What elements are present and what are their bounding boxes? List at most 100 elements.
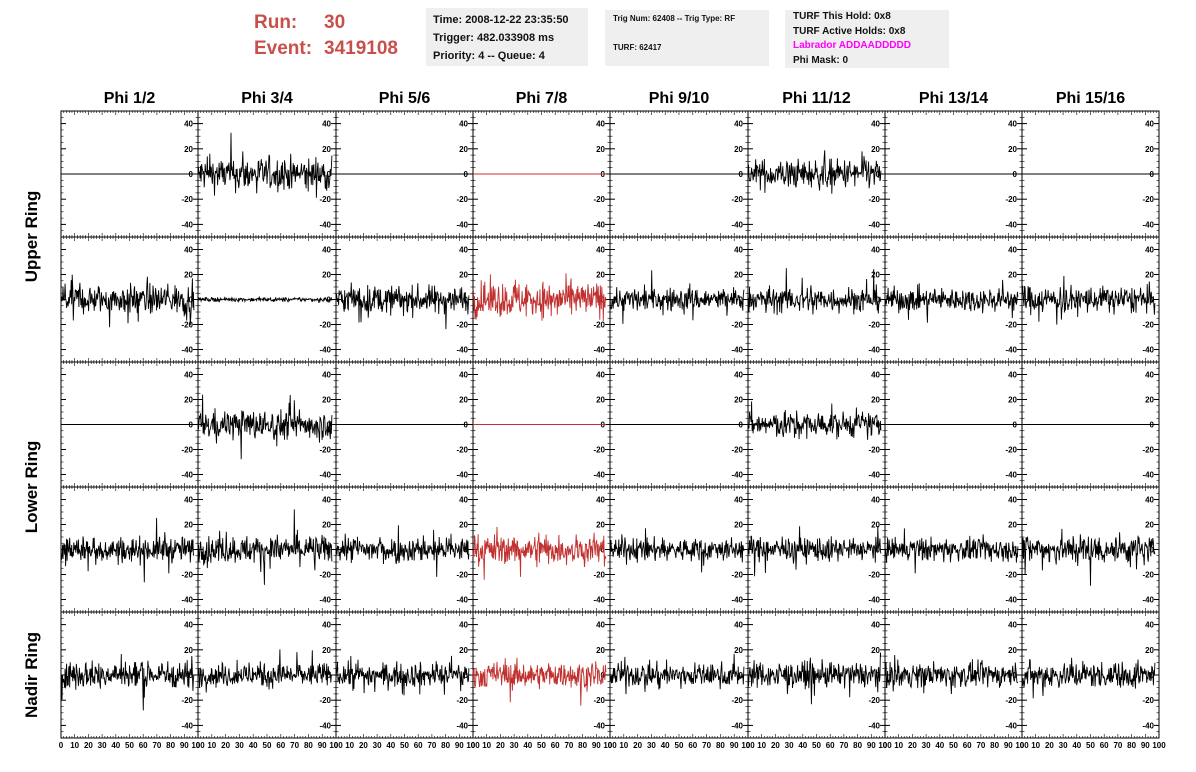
time-trigger-info: Time: 2008-12-22 23:35:50 Trigger: 482.0… bbox=[426, 8, 588, 66]
y-tick-label: -40 bbox=[868, 596, 880, 605]
y-tick-label: 20 bbox=[459, 396, 468, 405]
panel-r1-c2: -40 -20 0 20 40 bbox=[197, 110, 337, 238]
y-tick-label: -40 bbox=[181, 220, 193, 229]
panel-r2-c3: -40 -20 0 20 40 bbox=[335, 236, 474, 363]
event-value: 3419108 bbox=[324, 38, 398, 59]
y-tick-label: 0 bbox=[739, 170, 744, 179]
y-tick-label: -20 bbox=[1142, 446, 1154, 455]
phi-title-5: Phi 9/10 bbox=[649, 90, 710, 107]
waveform-trace bbox=[609, 270, 745, 324]
y-tick-label: -40 bbox=[731, 346, 743, 355]
phi-title-6: Phi 11/12 bbox=[782, 90, 851, 107]
y-tick-label: -40 bbox=[868, 220, 880, 229]
y-tick-label: 20 bbox=[184, 521, 193, 530]
y-tick-label: -20 bbox=[319, 195, 331, 204]
waveform-trace bbox=[747, 268, 882, 316]
phi-title-8: Phi 15/16 bbox=[1056, 90, 1125, 107]
panel-r1-c1: -40 -20 0 20 40 bbox=[60, 110, 199, 238]
y-tick-label: 40 bbox=[459, 371, 468, 380]
y-tick-label: 0 bbox=[464, 296, 469, 305]
time-text: Time: 2008-12-22 23:35:50 bbox=[433, 14, 569, 26]
waveform-trace bbox=[472, 526, 607, 580]
y-tick-label: -40 bbox=[319, 346, 331, 355]
y-tick-label: 0 bbox=[464, 170, 469, 179]
y-tick-label: 0 bbox=[327, 170, 332, 179]
phi-title-2: Phi 3/4 bbox=[241, 90, 293, 107]
y-tick-label: 20 bbox=[1008, 521, 1017, 530]
phi-mask-text: Phi Mask: 0 bbox=[793, 54, 849, 66]
y-tick-label: -20 bbox=[731, 321, 743, 330]
y-tick-label: 40 bbox=[322, 246, 331, 255]
y-tick-label: 20 bbox=[459, 271, 468, 280]
y-tick-label: -20 bbox=[181, 321, 193, 330]
y-tick-label: 0 bbox=[601, 421, 606, 430]
panel-r1-c3: -40 -20 0 20 40 bbox=[335, 110, 474, 238]
y-tick-label: -20 bbox=[181, 195, 193, 204]
y-tick-label: 40 bbox=[596, 496, 605, 505]
y-tick-label: 40 bbox=[1008, 371, 1017, 380]
y-tick-label: -40 bbox=[319, 471, 331, 480]
phi-title-1: Phi 1/2 bbox=[104, 90, 156, 107]
y-tick-label: -40 bbox=[731, 596, 743, 605]
panel-r2-c6: -40 -20 0 20 40 bbox=[747, 236, 886, 363]
panel-frame bbox=[884, 236, 1023, 363]
y-tick-label: -20 bbox=[731, 446, 743, 455]
y-tick-label: 40 bbox=[184, 371, 193, 380]
y-tick-label: -20 bbox=[319, 446, 331, 455]
panel-r3-c5: -40 -20 0 20 40 bbox=[609, 361, 749, 488]
panel-r4-c6: -40 -20 0 20 40 bbox=[747, 486, 886, 613]
y-tick-label: -40 bbox=[456, 220, 468, 229]
y-tick-label: 20 bbox=[1145, 271, 1154, 280]
panel-r3-c4: -40 -20 0 20 40 bbox=[472, 361, 611, 488]
y-tick-label: -40 bbox=[456, 596, 468, 605]
y-tick-label: 40 bbox=[596, 246, 605, 255]
y-tick-label: -20 bbox=[868, 195, 880, 204]
turf-this-hold-text: TURF This Hold: 0x8 bbox=[793, 11, 891, 22]
y-tick-label: 20 bbox=[322, 145, 331, 154]
y-tick-label: 40 bbox=[184, 120, 193, 129]
y-tick-label: 40 bbox=[871, 496, 880, 505]
y-tick-label: 20 bbox=[184, 145, 193, 154]
y-tick-label: 20 bbox=[596, 521, 605, 530]
waveform-trace bbox=[197, 394, 333, 460]
y-tick-label: 40 bbox=[1145, 246, 1154, 255]
trig-num-text: Trig Num: 62408 -- Trig Type: RF bbox=[613, 14, 736, 23]
waveform-trace bbox=[472, 273, 607, 322]
panel-r1-c8: -40 -20 0 20 40 bbox=[1021, 110, 1160, 238]
y-tick-label: -40 bbox=[181, 596, 193, 605]
y-tick-label: -20 bbox=[181, 446, 193, 455]
panel-r2-c5: -40 -20 0 20 40 bbox=[609, 236, 749, 363]
waveform-trace bbox=[335, 282, 470, 330]
y-tick-label: 20 bbox=[734, 521, 743, 530]
waveform-trace bbox=[335, 525, 470, 577]
y-tick-label: 40 bbox=[322, 496, 331, 505]
panel-r2-c1: -40 -20 0 20 40 bbox=[60, 236, 199, 363]
y-tick-label: 40 bbox=[734, 120, 743, 129]
y-tick-label: -40 bbox=[1005, 220, 1017, 229]
y-tick-label: 20 bbox=[734, 271, 743, 280]
y-tick-label: -40 bbox=[456, 346, 468, 355]
y-tick-label: 0 bbox=[189, 421, 194, 430]
y-tick-label: 0 bbox=[876, 546, 881, 555]
waveform-trace bbox=[747, 150, 882, 194]
y-tick-label: -40 bbox=[593, 596, 605, 605]
run-label: Run: bbox=[254, 12, 298, 33]
waveform-trace bbox=[197, 132, 333, 198]
y-tick-label: -20 bbox=[456, 446, 468, 455]
y-tick-label: -40 bbox=[456, 471, 468, 480]
y-tick-label: 40 bbox=[596, 371, 605, 380]
y-tick-label: 20 bbox=[184, 396, 193, 405]
waveform-trace bbox=[884, 279, 1019, 323]
y-tick-label: 40 bbox=[734, 371, 743, 380]
y-tick-label: 40 bbox=[459, 120, 468, 129]
y-tick-label: 0 bbox=[1013, 421, 1018, 430]
ring-label-2: Lower Ring bbox=[22, 441, 41, 534]
y-tick-label: -40 bbox=[593, 346, 605, 355]
y-tick-label: 20 bbox=[871, 396, 880, 405]
